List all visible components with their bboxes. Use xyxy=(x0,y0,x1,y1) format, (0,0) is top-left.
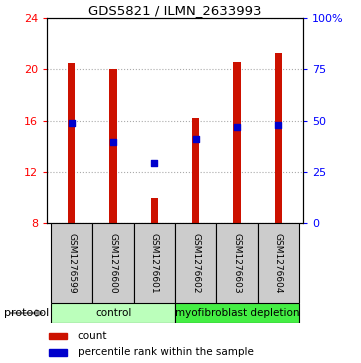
Text: GSM1276604: GSM1276604 xyxy=(274,233,283,293)
Text: control: control xyxy=(95,308,131,318)
Text: protocol: protocol xyxy=(4,308,49,318)
Text: GSM1276602: GSM1276602 xyxy=(191,233,200,293)
Bar xyxy=(51,303,175,323)
Point xyxy=(193,136,199,142)
Point xyxy=(69,121,75,126)
Bar xyxy=(49,333,68,339)
Bar xyxy=(109,69,117,223)
Bar xyxy=(275,53,282,223)
Bar xyxy=(92,223,134,303)
Bar xyxy=(192,118,200,223)
Text: myofibroblast depletion: myofibroblast depletion xyxy=(175,308,299,318)
Text: count: count xyxy=(78,331,107,341)
Bar xyxy=(258,223,299,303)
Text: GSM1276603: GSM1276603 xyxy=(232,233,242,294)
Point xyxy=(234,124,240,130)
Title: GDS5821 / ILMN_2633993: GDS5821 / ILMN_2633993 xyxy=(88,4,262,17)
Bar xyxy=(49,349,68,356)
Point xyxy=(275,122,281,127)
Text: percentile rank within the sample: percentile rank within the sample xyxy=(78,347,253,358)
Bar xyxy=(151,197,158,223)
Point xyxy=(110,140,116,146)
Bar xyxy=(134,223,175,303)
Text: GSM1276599: GSM1276599 xyxy=(67,233,76,294)
Point xyxy=(152,160,157,166)
Bar xyxy=(233,62,241,223)
Bar xyxy=(68,63,75,223)
Bar xyxy=(51,223,92,303)
Text: GSM1276601: GSM1276601 xyxy=(150,233,159,294)
Bar xyxy=(175,303,299,323)
Text: GSM1276600: GSM1276600 xyxy=(109,233,118,294)
Bar xyxy=(175,223,217,303)
Bar xyxy=(217,223,258,303)
